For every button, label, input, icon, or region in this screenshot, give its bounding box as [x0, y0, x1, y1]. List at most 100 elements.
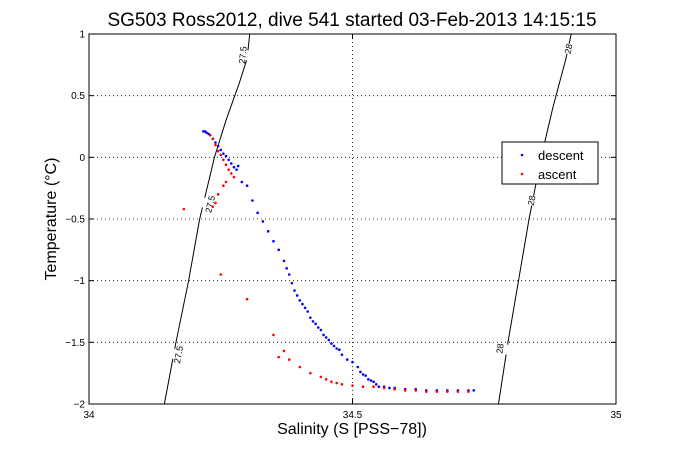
x-tick-label: 35 — [610, 410, 622, 421]
ascent-point — [211, 137, 215, 141]
ascent-point — [393, 387, 396, 391]
chart-title: SG503 Ross2012, dive 541 started 03-Feb-… — [107, 10, 596, 31]
descent-point — [472, 389, 476, 392]
contour-label-bg — [521, 193, 542, 208]
descent-point — [332, 344, 336, 348]
ascent-point — [277, 355, 281, 359]
grid-lines — [89, 34, 616, 404]
descent-point — [319, 328, 323, 332]
contour-label: 27.5 — [237, 46, 249, 64]
contour-label: 27.5 — [172, 345, 185, 364]
y-tick-label: 0.5 — [71, 91, 85, 102]
ascent-point — [216, 193, 220, 196]
ascent-point — [351, 384, 354, 387]
descent-point — [222, 152, 225, 155]
descent-point — [232, 165, 236, 169]
ascent-point — [456, 390, 460, 393]
descent-point — [290, 281, 294, 285]
x-axis-label: Salinity (S [PSS−78]) — [277, 421, 427, 438]
contour-label-bg — [558, 42, 579, 56]
legend-box — [501, 141, 599, 185]
contour-label-bg — [200, 197, 221, 212]
legend-label-ascent: ascent — [538, 167, 577, 182]
ascent-point — [211, 205, 215, 208]
ascent-point — [227, 168, 230, 171]
descent-point — [303, 306, 307, 310]
descent-point — [282, 259, 286, 263]
ascent-point — [222, 184, 225, 187]
ascent-point — [208, 133, 212, 137]
ascent-point — [214, 201, 217, 205]
contour-label-bg — [168, 348, 189, 362]
descent-point — [314, 322, 317, 326]
ascent-point — [340, 382, 344, 386]
ascent-point — [214, 143, 217, 147]
descent-point — [277, 248, 281, 252]
descent-point — [205, 131, 208, 134]
x-tick-label: 34 — [83, 410, 95, 421]
contour-label-bg — [490, 342, 510, 355]
descent-point — [374, 382, 378, 386]
contour-label: 28 — [563, 43, 575, 55]
data-points — [182, 130, 476, 393]
descent-point — [295, 294, 299, 297]
descent-point — [322, 333, 325, 337]
y-tick-label: −1 — [74, 276, 86, 287]
density-contours: 27.5 27.5 27.5 28 28 28 — [163, 33, 579, 405]
ascent-point — [272, 333, 275, 337]
ascent-point — [324, 378, 328, 381]
descent-point — [306, 310, 310, 313]
descent-point — [367, 378, 370, 381]
legend-label-descent: descent — [538, 148, 584, 163]
ascent-point — [222, 158, 225, 162]
legend-swatch-descent — [520, 153, 524, 157]
ascent-point — [435, 390, 439, 393]
ascent-point — [216, 149, 220, 153]
series-ascent — [182, 133, 470, 393]
legend-swatch-ascent — [520, 172, 524, 176]
descent-point — [309, 316, 312, 319]
ascent-point — [446, 390, 449, 393]
y-tick-label: 1 — [79, 30, 85, 41]
contour-label-bg — [233, 49, 253, 61]
descent-point — [240, 180, 244, 184]
descent-point — [361, 373, 365, 376]
ascent-point — [224, 163, 228, 167]
ascent-point — [224, 180, 228, 184]
ascent-point — [382, 386, 386, 390]
ascent-point — [298, 365, 302, 369]
ascent-point — [219, 153, 223, 157]
ascent-point — [287, 358, 291, 361]
ascent-point — [245, 297, 249, 301]
descent-point — [388, 386, 391, 390]
ascent-point — [232, 175, 236, 179]
descent-point — [330, 342, 333, 345]
descent-point — [235, 168, 238, 171]
ascent-point — [219, 273, 223, 276]
descent-point — [285, 267, 288, 270]
descent-point — [316, 326, 320, 329]
descent-point — [335, 347, 338, 350]
contour-line-1 — [497, 33, 572, 405]
ascent-point — [229, 172, 233, 175]
x-tick-label: 34.5 — [343, 410, 363, 421]
descent-point — [301, 302, 304, 306]
contour-label: 28 — [494, 343, 505, 354]
ascent-point — [319, 375, 323, 379]
y-tick-label: −0.5 — [65, 215, 85, 226]
ascent-point — [330, 380, 333, 384]
ascent-point — [372, 385, 375, 389]
descent-point — [377, 385, 381, 389]
ascent-point — [424, 390, 428, 393]
y-axis-label: Temperature (°C) — [43, 158, 60, 281]
descent-point — [356, 365, 360, 369]
descent-point — [324, 336, 328, 339]
descent-point — [245, 184, 249, 187]
y-tick-label: 0 — [79, 153, 85, 164]
descent-point — [272, 239, 275, 243]
descent-point — [251, 199, 254, 202]
descent-point — [340, 353, 344, 356]
descent-point — [369, 379, 373, 382]
contour-label: 28 — [526, 195, 538, 207]
descent-point — [287, 273, 291, 276]
